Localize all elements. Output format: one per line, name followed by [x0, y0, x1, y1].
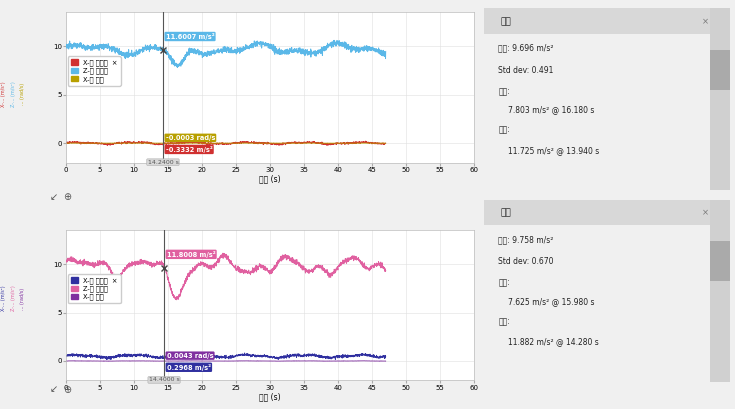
Text: Z-... (m/s²): Z-... (m/s²)	[11, 286, 15, 311]
Text: 11.8008 m/s²: 11.8008 m/s²	[167, 251, 215, 258]
Bar	[710, 200, 730, 382]
Text: 평균: 9.696 m/s²: 평균: 9.696 m/s²	[498, 44, 554, 53]
Text: 7.625 m/s² @ 15.980 s: 7.625 m/s² @ 15.980 s	[509, 297, 595, 306]
Text: 11.882 m/s² @ 14.280 s: 11.882 m/s² @ 14.280 s	[509, 337, 599, 346]
Text: ... (rad/s): ... (rad/s)	[21, 288, 25, 310]
Text: ... (rad/s): ... (rad/s)	[21, 83, 25, 105]
Text: 14.2400 s: 14.2400 s	[148, 160, 179, 164]
Legend: X-축 가속도  ×, Z-축 가속도, X-각 속도: X-축 가속도 ×, Z-축 가속도, X-각 속도	[68, 56, 121, 85]
Text: 통계: 통계	[501, 209, 512, 218]
Text: 최대:: 최대:	[498, 126, 510, 135]
X-axis label: 시간 (s): 시간 (s)	[259, 392, 281, 401]
X-axis label: 시간 (s): 시간 (s)	[259, 174, 281, 183]
Legend: X-축 가속도  ×, Z-축 가속도, X-각 속도: X-축 가속도 ×, Z-축 가속도, X-각 속도	[68, 274, 121, 303]
Text: -0.3332 m/s²: -0.3332 m/s²	[165, 146, 212, 153]
Text: 최소:: 최소:	[498, 279, 510, 288]
Text: 0.0043 rad/s: 0.0043 rad/s	[167, 353, 213, 359]
Text: ↙: ↙	[49, 384, 58, 395]
Text: ×: ×	[702, 209, 709, 218]
Text: 평균: 9.758 m/s²: 평균: 9.758 m/s²	[498, 235, 553, 244]
Bar	[710, 241, 730, 281]
Text: 통계: 통계	[501, 17, 512, 26]
Text: 0.2968 m/s²: 0.2968 m/s²	[167, 364, 211, 371]
Text: X-... (m/s²): X-... (m/s²)	[1, 286, 6, 311]
Text: 11.6007 m/s²: 11.6007 m/s²	[165, 33, 215, 40]
Bar	[484, 200, 730, 225]
Text: 최대:: 최대:	[498, 317, 510, 326]
Text: 14.4000 s: 14.4000 s	[148, 378, 179, 382]
Text: ×: ×	[702, 17, 709, 26]
Text: Std dev: 0.491: Std dev: 0.491	[498, 65, 553, 74]
Text: ⊕: ⊕	[63, 192, 72, 202]
Text: 11.725 m/s² @ 13.940 s: 11.725 m/s² @ 13.940 s	[509, 146, 600, 155]
Text: 최소:: 최소:	[498, 88, 510, 97]
Text: 7.803 m/s² @ 16.180 s: 7.803 m/s² @ 16.180 s	[509, 106, 595, 115]
Text: X-... (m/s²): X-... (m/s²)	[1, 81, 6, 107]
Text: Z-... (m/s²): Z-... (m/s²)	[11, 81, 15, 107]
Bar	[484, 8, 730, 34]
Bar	[710, 50, 730, 90]
Text: ⊕: ⊕	[63, 384, 72, 395]
Text: Std dev: 0.670: Std dev: 0.670	[498, 257, 554, 266]
Text: -0.0003 rad/s: -0.0003 rad/s	[165, 135, 215, 141]
Text: ↙: ↙	[49, 192, 58, 202]
Bar	[710, 8, 730, 190]
